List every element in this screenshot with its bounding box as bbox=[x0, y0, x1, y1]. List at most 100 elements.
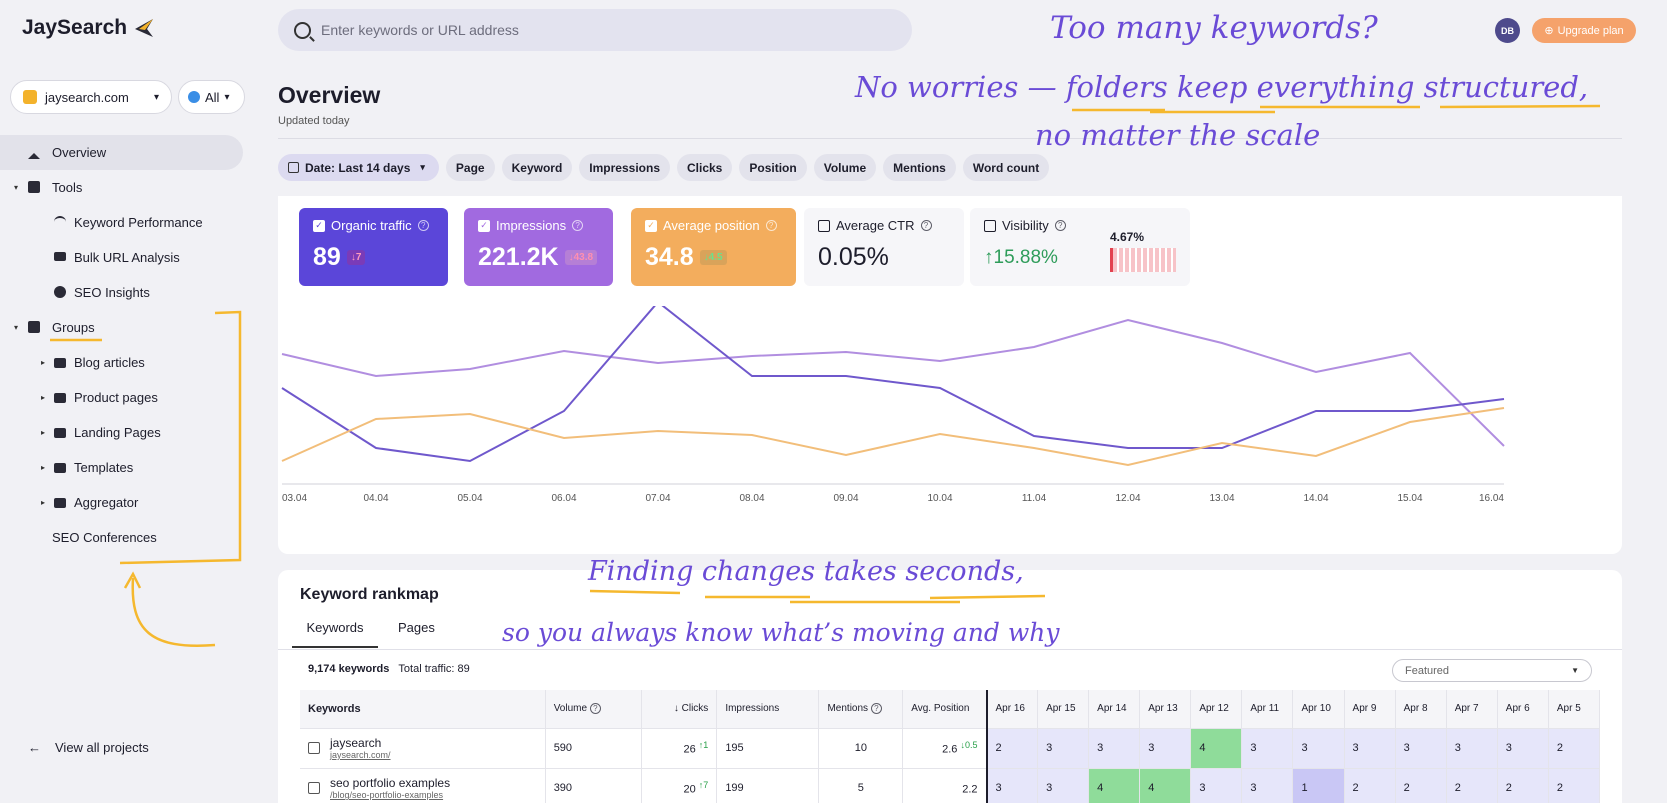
project-select[interactable]: jaysearch.com ▾ bbox=[10, 80, 172, 114]
col-avg-position[interactable]: Avg. Position bbox=[902, 690, 987, 728]
keyword-cell[interactable]: seo portfolio examples/blog/seo-portfoli… bbox=[300, 767, 546, 803]
row-checkbox[interactable] bbox=[308, 742, 320, 754]
sidebar-item-product-pages[interactable]: ▸ Product pages bbox=[0, 380, 245, 415]
rank-cell[interactable]: 3 bbox=[1139, 727, 1192, 768]
filter-position[interactable]: Position bbox=[739, 154, 807, 181]
metric-organic-traffic[interactable]: ✓ Organic traffic ? 89 ↓7 bbox=[299, 208, 448, 286]
filter-impressions[interactable]: Impressions bbox=[579, 154, 670, 181]
rank-cell[interactable]: 2 bbox=[1395, 767, 1447, 803]
filter-clicks[interactable]: Clicks bbox=[677, 154, 733, 181]
sidebar-item-overview[interactable]: Overview bbox=[0, 135, 243, 170]
app-logo[interactable]: JaySearch bbox=[22, 16, 157, 40]
sidebar-item-blog-articles[interactable]: ▸ Blog articles bbox=[0, 345, 245, 380]
sidebar-item-groups[interactable]: ▾ Groups bbox=[0, 310, 245, 345]
col-day[interactable]: Apr 8 bbox=[1395, 690, 1447, 728]
help-icon[interactable]: ? bbox=[572, 220, 584, 231]
keyword-url[interactable]: jaysearch.com/ bbox=[330, 750, 391, 760]
sidebar-item-tools[interactable]: ▾ Tools bbox=[0, 170, 245, 205]
filter-word-count[interactable]: Word count bbox=[962, 154, 1050, 181]
help-icon[interactable]: ? bbox=[589, 703, 601, 715]
rank-cell[interactable]: 3 bbox=[1344, 727, 1396, 768]
rank-cell[interactable]: 3 bbox=[1395, 727, 1447, 768]
chart-series-line-2[interactable] bbox=[281, 407, 1505, 467]
sidebar-item-keyword-performance[interactable]: Keyword Performance bbox=[0, 205, 245, 240]
help-icon[interactable]: ? bbox=[765, 220, 777, 231]
sort-select[interactable]: Featured ▼ bbox=[1392, 659, 1592, 682]
col-day[interactable]: Apr 14 bbox=[1088, 690, 1141, 728]
checkbox-checked-icon[interactable]: ✓ bbox=[645, 219, 657, 232]
checkbox-unchecked-icon[interactable] bbox=[984, 219, 996, 232]
metric-average-position[interactable]: ✓ Average position ? 34.8 ↓4.5 bbox=[631, 208, 796, 286]
checkbox-unchecked-icon[interactable] bbox=[818, 219, 830, 232]
col-day[interactable]: Apr 15 bbox=[1037, 690, 1090, 728]
rank-cell[interactable]: 2 bbox=[1344, 767, 1396, 803]
rank-cell[interactable]: 3 bbox=[1037, 727, 1090, 768]
col-mentions[interactable]: Mentions ? bbox=[818, 690, 904, 728]
rank-cell[interactable]: 4 bbox=[1139, 767, 1192, 803]
rank-cell[interactable]: 3 bbox=[1037, 767, 1090, 803]
rank-cell[interactable]: 4 bbox=[1088, 767, 1141, 803]
filter-volume[interactable]: Volume bbox=[813, 154, 877, 181]
help-icon[interactable]: ? bbox=[870, 703, 882, 715]
filter-mentions[interactable]: Mentions bbox=[883, 154, 956, 181]
col-day[interactable]: Apr 6 bbox=[1497, 690, 1549, 728]
col-day[interactable]: Apr 11 bbox=[1241, 690, 1294, 728]
checkbox-checked-icon[interactable]: ✓ bbox=[478, 219, 490, 232]
sidebar-item-bulk-url[interactable]: Bulk URL Analysis bbox=[0, 240, 245, 275]
view-all-projects-link[interactable]: ← View all projects bbox=[28, 740, 149, 755]
keyword-cell[interactable]: jaysearch jaysearch.com/ bbox=[300, 727, 546, 768]
rank-cell[interactable]: 4 bbox=[1190, 727, 1243, 768]
row-checkbox[interactable] bbox=[308, 782, 320, 795]
rank-cell[interactable]: 3 bbox=[1241, 767, 1294, 803]
rank-cell[interactable]: 2 bbox=[985, 727, 1039, 768]
rank-cell[interactable]: 2 bbox=[1548, 727, 1601, 768]
col-day[interactable]: Apr 16 bbox=[985, 690, 1039, 728]
chart-series-line-0[interactable] bbox=[281, 318, 1505, 447]
table-row[interactable]: seo portfolio examples/blog/seo-portfoli… bbox=[300, 767, 1601, 803]
tab-pages[interactable]: Pages bbox=[398, 620, 435, 635]
rank-cell[interactable]: 3 bbox=[1446, 727, 1498, 768]
table-row[interactable]: jaysearch jaysearch.com/590 26 ↑1 195 10 2.6 … bbox=[300, 727, 1601, 768]
rank-cell[interactable]: 1 bbox=[1292, 767, 1345, 803]
rank-cell[interactable]: 2 bbox=[1446, 767, 1498, 803]
filter-page[interactable]: Page bbox=[445, 154, 495, 181]
rank-cell[interactable]: 3 bbox=[1088, 727, 1141, 768]
rank-cell[interactable]: 3 bbox=[1241, 727, 1294, 768]
help-icon[interactable]: ? bbox=[417, 220, 429, 231]
sidebar-item-landing-pages[interactable]: ▸ Landing Pages bbox=[0, 415, 245, 450]
rank-cell[interactable]: 2 bbox=[1497, 767, 1549, 803]
rank-cell[interactable]: 3 bbox=[1497, 727, 1549, 768]
date-filter[interactable]: Date: Last 14 days ▾ bbox=[278, 154, 439, 181]
col-day[interactable]: Apr 5 bbox=[1548, 690, 1601, 728]
col-clicks[interactable]: ↓ Clicks bbox=[641, 690, 718, 728]
avatar[interactable]: DB bbox=[1495, 18, 1520, 43]
region-select[interactable]: All ▾ bbox=[178, 80, 245, 114]
sidebar-item-aggregator[interactable]: ▸ Aggregator bbox=[0, 485, 245, 520]
keyword-url[interactable]: /blog/seo-portfolio-examples bbox=[330, 790, 444, 801]
checkbox-checked-icon[interactable]: ✓ bbox=[313, 219, 325, 232]
rank-cell[interactable]: 3 bbox=[1190, 767, 1243, 803]
help-icon[interactable]: ? bbox=[1054, 220, 1066, 231]
col-day[interactable]: Apr 13 bbox=[1139, 690, 1192, 728]
search-bar[interactable] bbox=[278, 9, 912, 51]
search-input[interactable] bbox=[321, 22, 861, 38]
help-icon[interactable]: ? bbox=[920, 220, 932, 231]
filter-keyword[interactable]: Keyword bbox=[501, 154, 573, 181]
col-day[interactable]: Apr 9 bbox=[1344, 690, 1396, 728]
metric-average-ctr[interactable]: Average CTR ? 0.05% bbox=[804, 208, 964, 286]
col-day[interactable]: Apr 10 bbox=[1292, 690, 1345, 728]
col-day[interactable]: Apr 7 bbox=[1446, 690, 1498, 728]
col-keywords[interactable]: Keywords bbox=[300, 690, 546, 728]
sidebar-item-seo-insights[interactable]: SEO Insights bbox=[0, 275, 245, 310]
chart-series-line-1[interactable] bbox=[281, 306, 1505, 463]
rank-cell[interactable]: 3 bbox=[985, 767, 1039, 803]
rank-cell[interactable]: 3 bbox=[1292, 727, 1345, 768]
metric-impressions[interactable]: ✓ Impressions ? 221.2K ↓43.8 bbox=[464, 208, 613, 286]
upgrade-plan-button[interactable]: ⊕ Upgrade plan bbox=[1532, 18, 1636, 43]
metric-visibility[interactable]: Visibility ? ↑15.88% 4.67% bbox=[970, 208, 1190, 286]
col-volume[interactable]: Volume ? bbox=[545, 690, 642, 728]
tab-keywords[interactable]: Keywords bbox=[292, 620, 378, 648]
col-day[interactable]: Apr 12 bbox=[1190, 690, 1243, 728]
sidebar-item-seo-conferences[interactable]: SEO Conferences bbox=[0, 520, 245, 555]
col-impressions[interactable]: Impressions bbox=[716, 690, 820, 728]
